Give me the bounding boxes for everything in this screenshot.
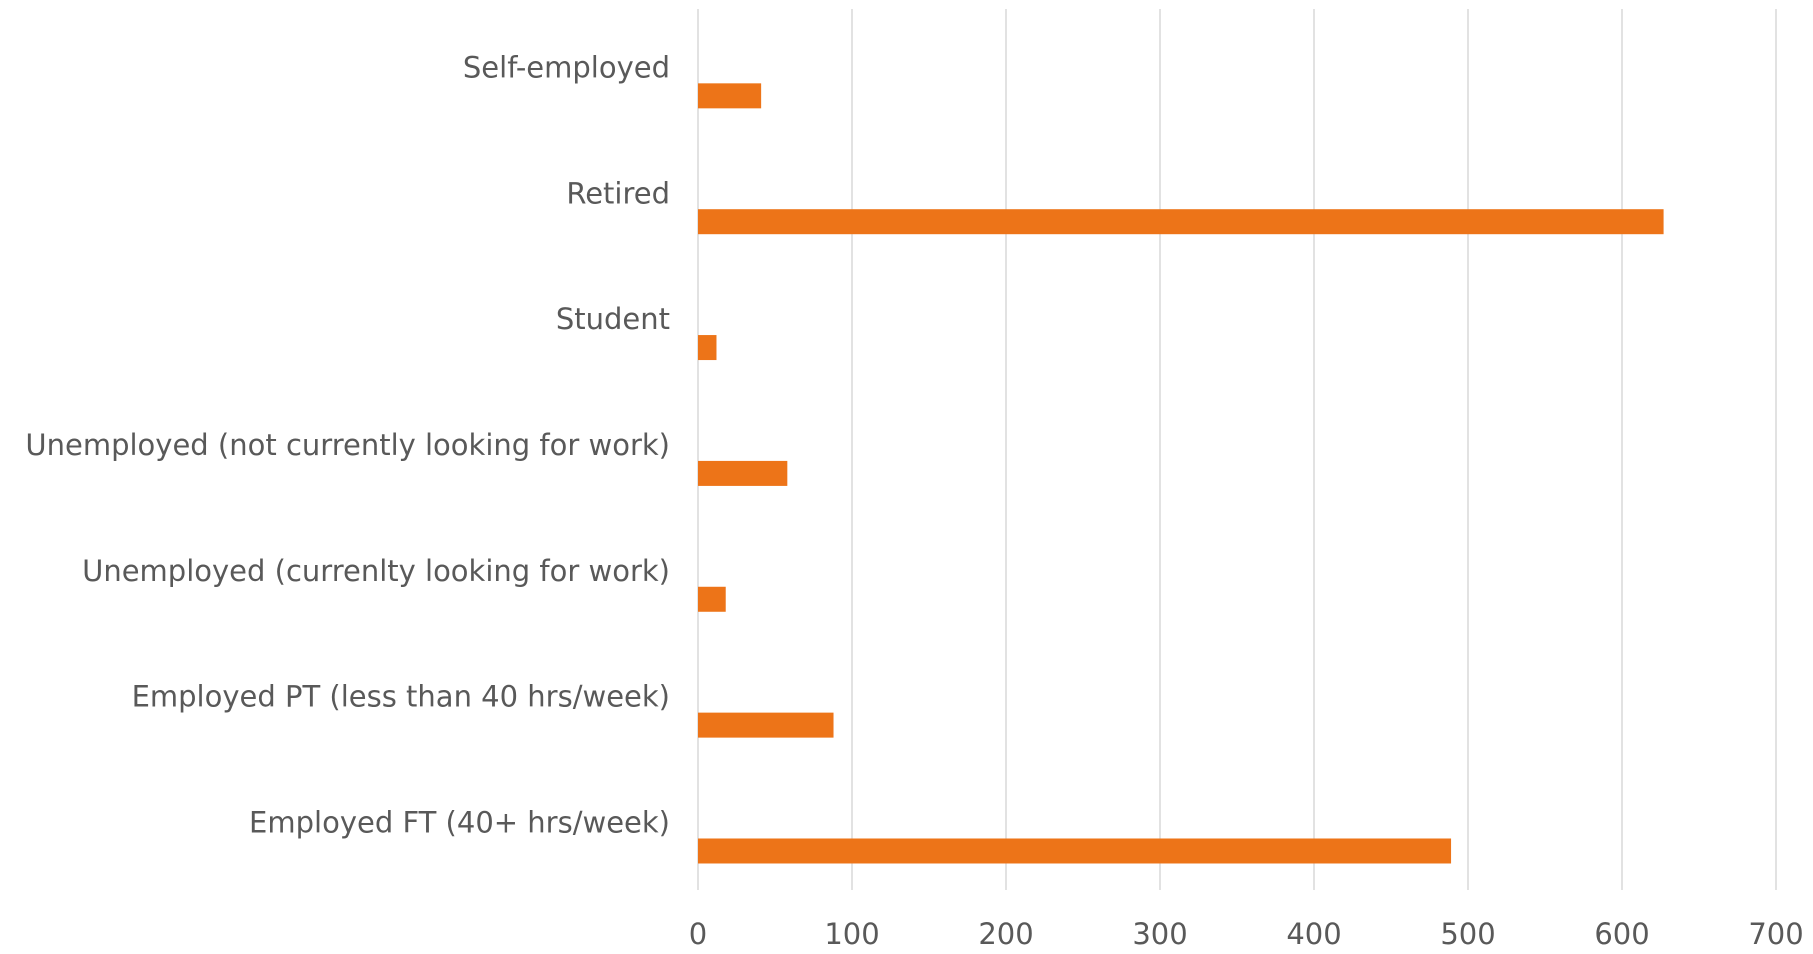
y-tick-label: Retired (566, 176, 670, 210)
x-tick-label: 500 (1440, 917, 1495, 951)
bar (698, 712, 834, 738)
bar (698, 209, 1664, 235)
x-tick-label: 100 (824, 917, 879, 951)
x-tick-label: 700 (1748, 917, 1803, 951)
y-tick-label: Student (556, 302, 670, 336)
x-tick-label: 400 (1286, 917, 1341, 951)
x-tick-label: 300 (1132, 917, 1187, 951)
bar (698, 335, 717, 361)
y-tick-label: Self-employed (463, 50, 670, 84)
bar (698, 460, 788, 486)
y-tick-label: Unemployed (currenlty looking for work) (82, 554, 670, 588)
x-tick-label: 200 (978, 917, 1033, 951)
x-tick-label: 600 (1594, 917, 1649, 951)
y-tick-label: Unemployed (not currently looking for wo… (25, 428, 670, 462)
y-tick-label: Employed PT (less than 40 hrs/week) (132, 680, 670, 714)
bar (698, 586, 726, 612)
x-tick-label: 0 (689, 917, 707, 951)
bar (698, 83, 762, 109)
bar (698, 838, 1452, 864)
y-tick-label: Employed FT (40+ hrs/week) (249, 806, 670, 840)
